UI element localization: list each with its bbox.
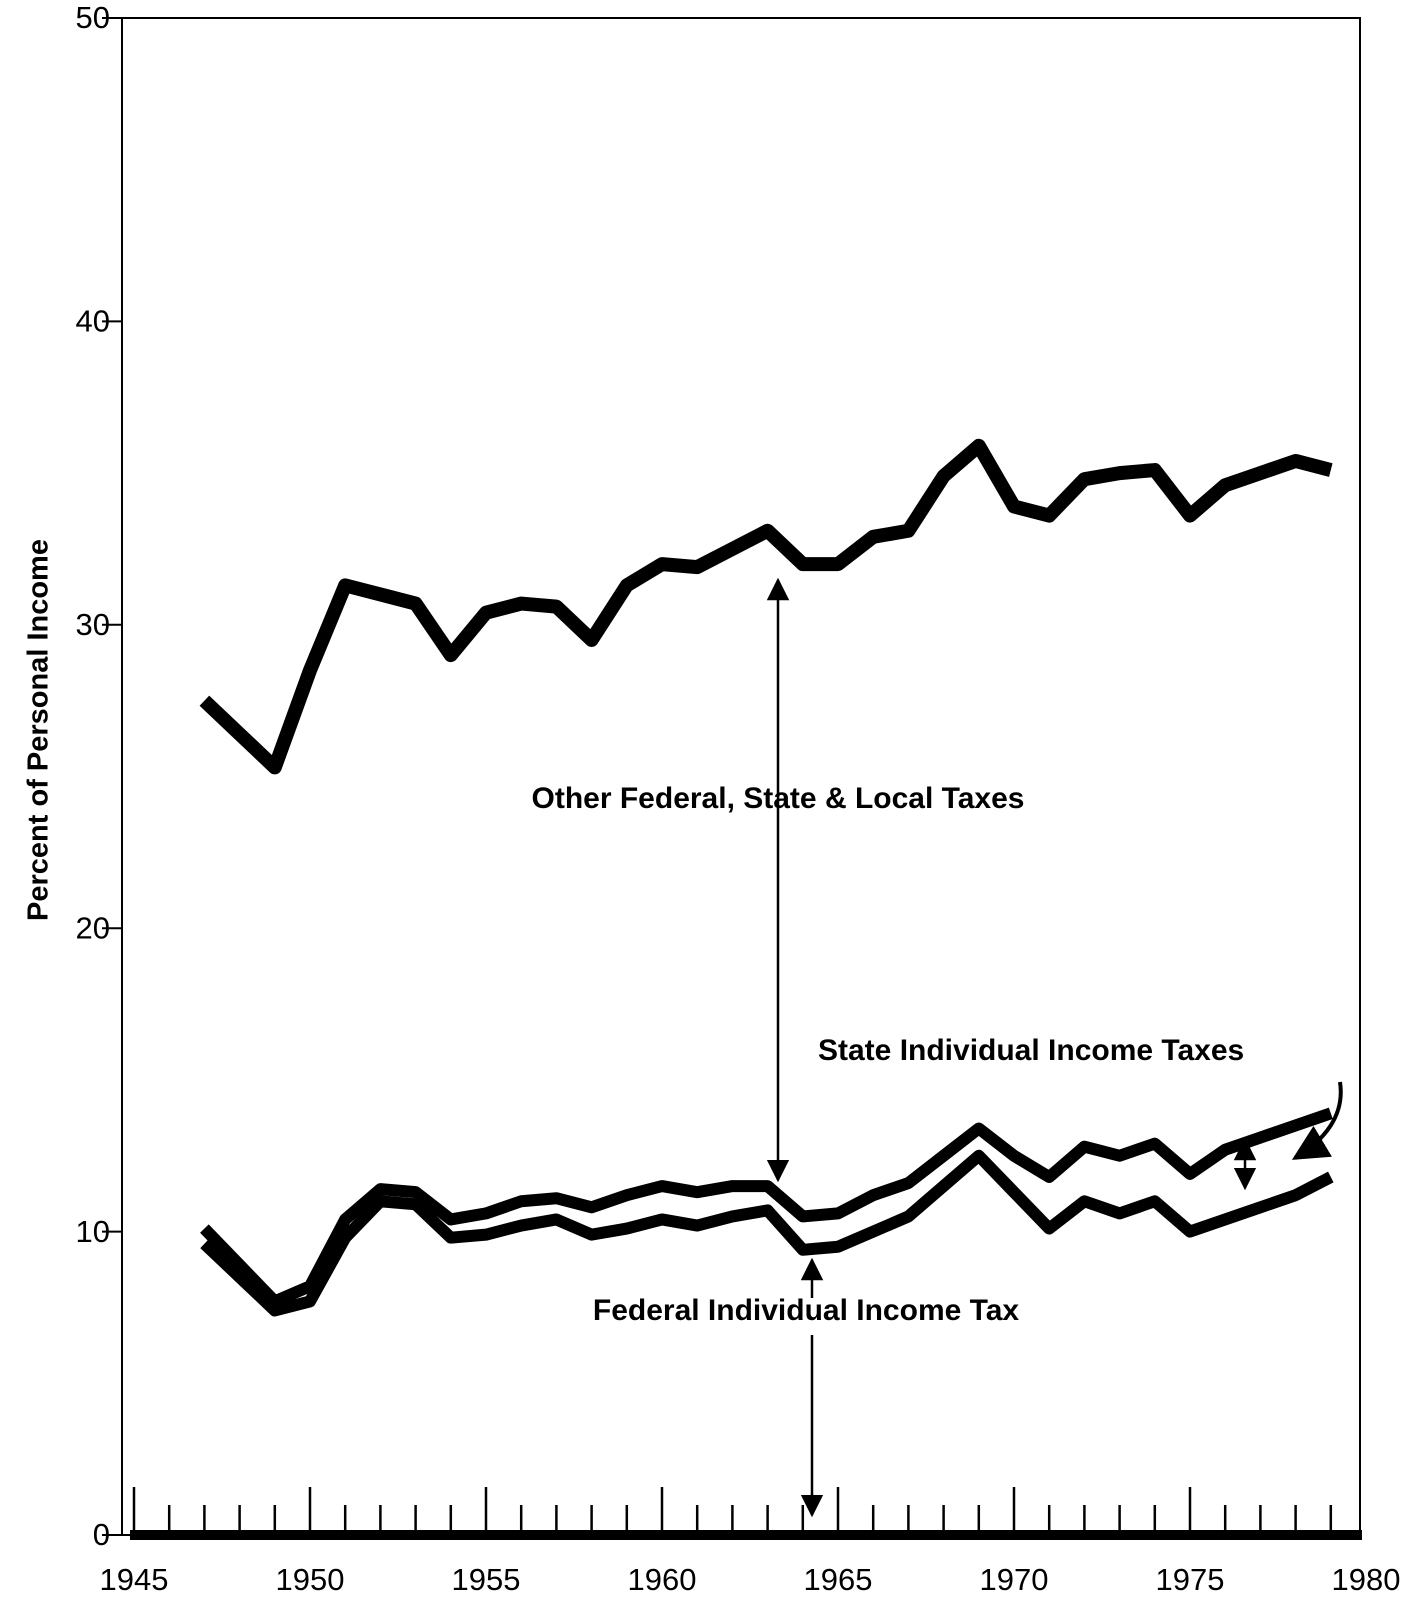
x-tick-label: 1965 bbox=[804, 1562, 873, 1597]
x-tick-label: 1950 bbox=[276, 1562, 345, 1597]
series-line bbox=[200, 1107, 1333, 1308]
x-tick-label: 1960 bbox=[628, 1562, 697, 1597]
series-label: Other Federal, State & Local Taxes bbox=[532, 782, 1025, 815]
x-tick-label: 1980 bbox=[1332, 1562, 1401, 1597]
series-label: State Individual Income Taxes bbox=[818, 1034, 1244, 1067]
state-curved-arrow bbox=[1291, 1081, 1343, 1160]
x-tick-label: 1975 bbox=[1156, 1562, 1225, 1597]
y-axis-label: Percent of Personal Income bbox=[23, 539, 55, 921]
series-line bbox=[200, 1149, 1334, 1317]
y-tick-label: 0 bbox=[93, 1517, 110, 1552]
series-line bbox=[199, 438, 1333, 775]
series-label: Federal Individual Income Tax bbox=[593, 1294, 1020, 1327]
x-tick-label: 1970 bbox=[980, 1562, 1049, 1597]
x-tick-label: 1955 bbox=[452, 1562, 521, 1597]
x-tick-label: 1945 bbox=[100, 1562, 169, 1597]
